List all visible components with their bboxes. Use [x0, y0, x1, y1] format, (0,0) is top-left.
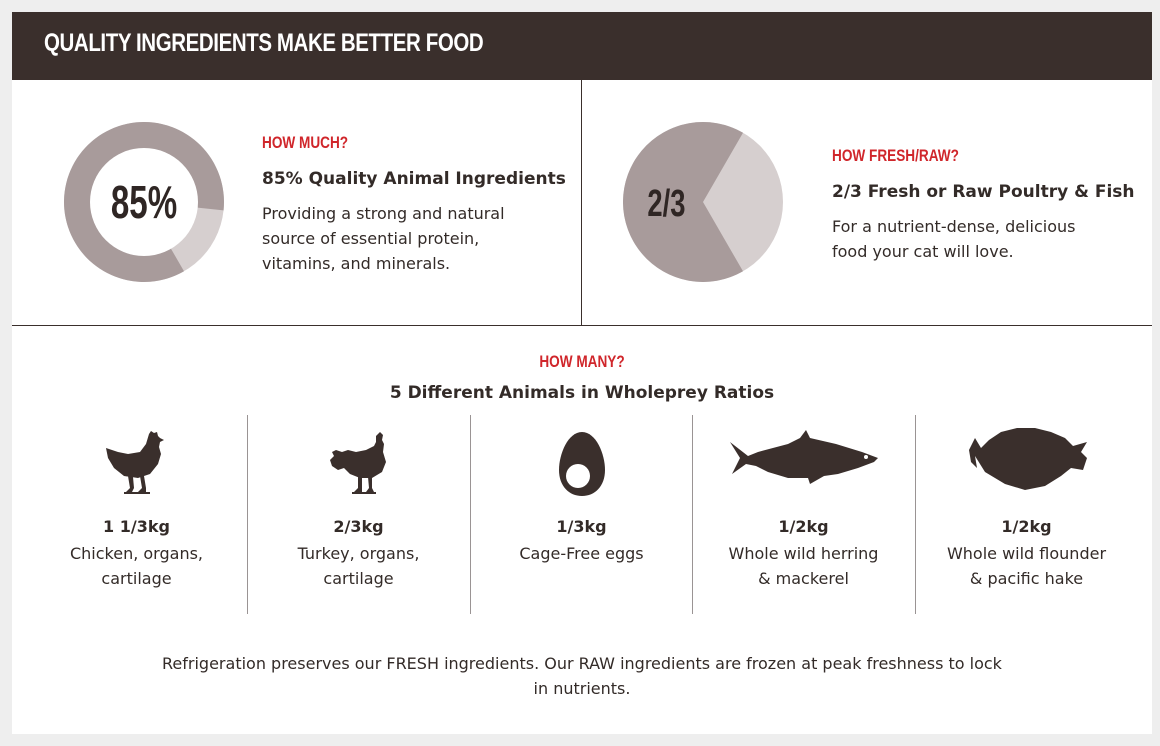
column-divider [915, 415, 916, 614]
column-divider [247, 415, 248, 614]
how-much-kicker: HOW MUCH? [262, 133, 349, 152]
how-many-headline: 5 Different Animals in Wholeprey Ratios [389, 383, 775, 403]
animal-description: Whole wild flounder & pacific hake [946, 544, 1107, 588]
column-divider [692, 415, 693, 614]
animal-quantity: 1 1/3kg [103, 517, 170, 536]
fresh-raw-kicker: HOW FRESH/RAW? [832, 146, 959, 165]
animal-description: Cage-Free eggs [519, 544, 644, 563]
pie-chart: 2/3 [622, 122, 783, 286]
animal-quantity: 2/3kg [333, 517, 384, 536]
column-divider [470, 415, 471, 614]
animal-quantity: 1/2kg [1001, 517, 1052, 536]
animal-description: Chicken, organs, cartilage [69, 544, 203, 588]
animal-quantity: 1/3kg [556, 517, 607, 536]
pie-chart-svg [622, 122, 783, 283]
donut-hole [90, 148, 198, 256]
animal-item: 1/2kg Whole wild flounder & pacific hake [915, 412, 1138, 617]
how-much-headline: 85% Quality Animal Ingredients [262, 169, 566, 189]
animal-item: 1/3kg Cage-Free eggs [470, 412, 693, 617]
donut-label: 85% [110, 176, 178, 228]
fresh-raw-description: For a nutrient-dense, delicious food you… [832, 217, 1076, 261]
flounder-icon [968, 428, 1087, 490]
fish-icon [729, 430, 878, 484]
animal-description: Whole wild herring & mackerel [728, 544, 879, 588]
animal-item: 2/3kg Turkey, organs, cartilage [247, 412, 470, 617]
how-many-kicker: HOW MANY? [539, 352, 625, 371]
pie-label: 2/3 [646, 183, 686, 225]
donut-chart: 85% [63, 121, 224, 286]
infographic-card: QUALITY INGREDIENTS MAKE BETTER FOOD 85%… [12, 12, 1152, 734]
animal-item: 1 1/3kg Chicken, organs, cartilage [25, 412, 248, 617]
fresh-raw-headline: 2/3 Fresh or Raw Poultry & Fish [832, 182, 1135, 202]
pie-slice [622, 122, 744, 283]
chicken-icon [105, 431, 164, 494]
horizontal-divider [12, 325, 1152, 326]
footer-note: Refrigeration preserves our FRESH ingred… [162, 654, 1002, 698]
donut-chart-svg [63, 121, 224, 282]
animal-quantity: 1/2kg [778, 517, 829, 536]
title-banner: QUALITY INGREDIENTS MAKE BETTER FOOD [12, 12, 1152, 80]
animal-description: Turkey, organs, cartilage [297, 544, 420, 588]
animals-row: 1 1/3kg Chicken, organs, cartilage 2/3kg… [12, 412, 1152, 617]
page-title: QUALITY INGREDIENTS MAKE BETTER FOOD [44, 29, 484, 57]
vertical-divider [581, 80, 582, 325]
turkey-icon [329, 432, 386, 494]
animal-item: 1/2kg Whole wild herring & mackerel [692, 412, 915, 617]
how-much-description: Providing a strong and natural source of… [262, 204, 505, 273]
egg-icon [558, 432, 605, 496]
